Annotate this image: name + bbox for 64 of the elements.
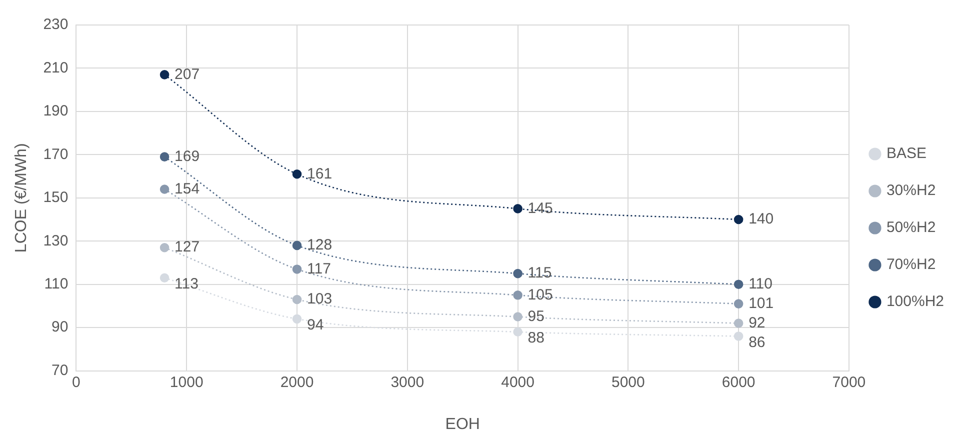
data-label: 110 bbox=[748, 275, 772, 292]
y-axis-title: LCOE (€/MWh) bbox=[13, 143, 30, 253]
legend-label: 50%H2 bbox=[886, 219, 936, 236]
data-label: 207 bbox=[174, 66, 200, 83]
y-tick-label: 70 bbox=[52, 362, 68, 379]
y-tick-label: 130 bbox=[43, 232, 68, 250]
data-label: 86 bbox=[748, 334, 766, 351]
y-tick-label: 90 bbox=[52, 318, 68, 336]
data-label: 101 bbox=[748, 294, 774, 312]
data-label: 105 bbox=[528, 286, 553, 304]
y-tick-label: 150 bbox=[43, 189, 68, 206]
x-axis-title: EOH bbox=[445, 416, 480, 433]
point bbox=[734, 318, 744, 328]
x-tick-label: 6000 bbox=[722, 374, 756, 391]
data-label: 140 bbox=[748, 210, 774, 228]
data-label: 92 bbox=[748, 314, 766, 332]
data-label: 161 bbox=[307, 165, 332, 182]
point bbox=[292, 314, 302, 324]
legend-label: BASE bbox=[886, 145, 926, 162]
point bbox=[513, 204, 522, 214]
x-tick-label: 4000 bbox=[501, 374, 534, 391]
point bbox=[734, 332, 744, 341]
x-tick-label: 1000 bbox=[170, 374, 204, 391]
legend-label: 30%H2 bbox=[886, 182, 936, 200]
data-label: 113 bbox=[174, 276, 198, 293]
point bbox=[160, 273, 170, 283]
point bbox=[292, 169, 302, 179]
point bbox=[160, 242, 170, 252]
data-label: 127 bbox=[174, 238, 200, 256]
x-tick-label: 0 bbox=[72, 374, 80, 391]
data-label: 95 bbox=[528, 308, 544, 325]
point bbox=[513, 290, 522, 300]
data-label: 154 bbox=[174, 180, 200, 198]
point bbox=[160, 152, 170, 162]
x-tick-label: 3000 bbox=[390, 374, 424, 391]
point bbox=[160, 184, 170, 194]
data-label: 169 bbox=[174, 148, 200, 165]
x-tick-label: 7000 bbox=[832, 374, 866, 391]
legend-label: 100%H2 bbox=[886, 293, 944, 310]
data-label: 115 bbox=[528, 264, 552, 282]
point bbox=[734, 299, 744, 308]
y-tick-label: 230 bbox=[43, 16, 68, 34]
x-tick-label: 2000 bbox=[280, 374, 314, 391]
point bbox=[160, 70, 170, 80]
y-tick-label: 110 bbox=[44, 275, 68, 292]
point bbox=[292, 294, 302, 304]
point bbox=[734, 280, 744, 289]
data-label: 117 bbox=[307, 260, 331, 278]
y-tick-label: 170 bbox=[43, 146, 68, 163]
data-label: 128 bbox=[307, 236, 332, 254]
data-label: 94 bbox=[307, 316, 324, 334]
point bbox=[292, 264, 302, 274]
x-tick-label: 5000 bbox=[611, 374, 645, 391]
point bbox=[292, 240, 302, 250]
point bbox=[513, 312, 522, 322]
point bbox=[734, 214, 744, 224]
point bbox=[513, 268, 522, 278]
data-label: 145 bbox=[528, 200, 553, 217]
y-tick-label: 210 bbox=[43, 59, 68, 76]
data-label: 88 bbox=[528, 330, 544, 347]
point bbox=[513, 327, 522, 337]
data-label: 103 bbox=[307, 290, 332, 308]
legend-label: 70%H2 bbox=[886, 256, 936, 274]
y-tick-label: 190 bbox=[43, 102, 68, 120]
